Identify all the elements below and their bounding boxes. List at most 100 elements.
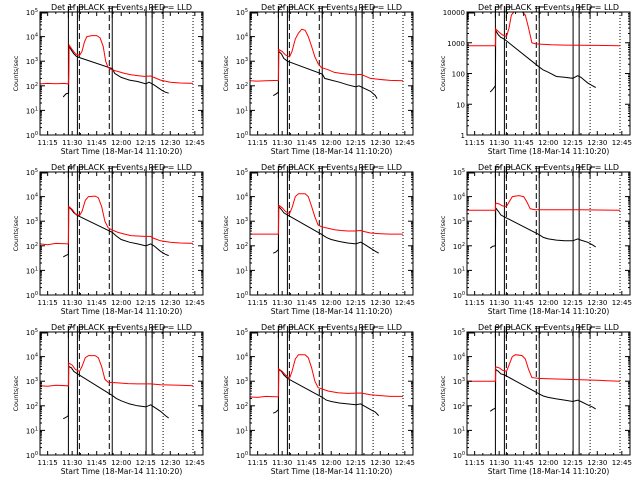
y-tick-label: 104 bbox=[453, 353, 465, 362]
interval-flag-end bbox=[372, 326, 379, 338]
y-tick-label: 100 bbox=[236, 291, 248, 300]
x-tick-label: 12:15 bbox=[136, 139, 156, 147]
x-tick-label: 12:00 bbox=[538, 139, 558, 147]
y-axis-label: Counts/sec bbox=[222, 375, 230, 411]
y-tick-label: 100 bbox=[452, 71, 465, 79]
interval-flag-start bbox=[67, 166, 74, 178]
y-axis-label: Counts/sec bbox=[439, 55, 447, 91]
x-tick-label: 12:45 bbox=[185, 459, 205, 467]
y-tick-label: 104 bbox=[453, 193, 465, 202]
interval-flag-dash bbox=[505, 6, 512, 18]
y-tick-label: 102 bbox=[236, 242, 248, 251]
x-tick-label: 11:15 bbox=[38, 139, 58, 147]
interval-flag-late bbox=[578, 326, 585, 338]
panel-title: Det 8f BLACK = Events, RED = LLD bbox=[261, 323, 402, 332]
x-tick-label: 11:30 bbox=[272, 459, 292, 467]
interval-flag-late bbox=[361, 326, 368, 338]
panel-title: Det 6f BLACK = Events, RED = LLD bbox=[478, 163, 619, 172]
series-line-lld bbox=[467, 195, 621, 211]
x-tick-label: 11:30 bbox=[62, 139, 82, 147]
y-tick-label: 100 bbox=[453, 451, 465, 460]
x-tick-label: 12:15 bbox=[563, 459, 583, 467]
y-axis-label: Counts/sec bbox=[439, 215, 447, 251]
x-tick-label: 11:45 bbox=[297, 299, 317, 307]
y-tick-label: 104 bbox=[26, 353, 38, 362]
panel-det-1: 100 101 102 103 104 105 11:15 11:30 11:45 12:00 12… bbox=[12, 3, 205, 156]
interval-flag-dash bbox=[505, 166, 512, 178]
y-tick-label: 105 bbox=[453, 168, 465, 177]
x-axis-label: Start Time (18-Mar-14 11:10:20) bbox=[488, 467, 610, 476]
interval-flag-dash bbox=[78, 166, 85, 178]
interval-flag-late bbox=[361, 166, 368, 178]
series-line-lld bbox=[250, 354, 403, 398]
y-tick-label: 100 bbox=[26, 291, 38, 300]
panel-title: Det 9f BLACK = Events, RED = LLD bbox=[478, 323, 619, 332]
y-tick-label: 101 bbox=[26, 106, 38, 115]
y-tick-label: 1 bbox=[461, 132, 465, 140]
x-axis-label: Start Time (18-Mar-14 11:10:20) bbox=[488, 147, 610, 156]
x-tick-label: 11:45 bbox=[87, 139, 107, 147]
x-tick-label: 11:30 bbox=[272, 299, 292, 307]
y-tick-label: 102 bbox=[453, 242, 465, 251]
x-tick-label: 12:30 bbox=[160, 459, 180, 467]
x-tick-label: 11:45 bbox=[87, 459, 107, 467]
interval-flag-late bbox=[578, 6, 585, 18]
x-tick-label: 12:15 bbox=[136, 299, 156, 307]
y-tick-label: 105 bbox=[236, 168, 248, 177]
interval-flag-mid bbox=[111, 326, 118, 338]
interval-flag-start bbox=[67, 6, 74, 18]
y-axis-label: Counts/sec bbox=[222, 55, 230, 91]
plot-frame bbox=[39, 331, 204, 456]
x-axis-label: Start Time (18-Mar-14 11:10:20) bbox=[271, 147, 393, 156]
y-tick-label: 101 bbox=[236, 266, 248, 275]
interval-flag-start bbox=[494, 166, 501, 178]
y-axis-label: Counts/sec bbox=[12, 55, 20, 91]
plot-frame bbox=[249, 331, 414, 456]
interval-flag-start bbox=[277, 166, 284, 178]
x-tick-label: 12:00 bbox=[538, 299, 558, 307]
x-tick-label: 12:30 bbox=[587, 299, 607, 307]
y-tick-label: 100 bbox=[26, 131, 38, 140]
plot-frame bbox=[466, 11, 631, 136]
panel-title: Det 3f BLACK = Events, RED = LLD bbox=[478, 3, 619, 12]
x-tick-label: 11:30 bbox=[272, 139, 292, 147]
x-tick-label: 12:45 bbox=[612, 299, 632, 307]
panel-det-6: 100 101 102 103 104 105 11:15 11:30 11:45 12:00 12… bbox=[439, 163, 632, 316]
x-tick-label: 12:30 bbox=[160, 299, 180, 307]
y-tick-label: 101 bbox=[453, 426, 465, 435]
x-tick-label: 12:00 bbox=[321, 299, 341, 307]
series-line-lld bbox=[467, 12, 621, 47]
x-tick-label: 11:15 bbox=[248, 299, 268, 307]
x-tick-label: 12:30 bbox=[587, 459, 607, 467]
y-tick-label: 101 bbox=[236, 106, 248, 115]
y-tick-label: 104 bbox=[26, 33, 38, 42]
x-tick-label: 11:30 bbox=[62, 299, 82, 307]
x-tick-label: 12:15 bbox=[136, 459, 156, 467]
x-axis-label: Start Time (18-Mar-14 11:10:20) bbox=[488, 307, 610, 316]
x-tick-label: 12:00 bbox=[321, 139, 341, 147]
y-tick-label: 105 bbox=[26, 8, 38, 17]
interval-flag-dash bbox=[288, 166, 295, 178]
x-tick-label: 11:45 bbox=[514, 299, 534, 307]
interval-flag-end bbox=[589, 6, 596, 18]
x-axis-label: Start Time (18-Mar-14 11:10:20) bbox=[271, 307, 393, 316]
x-axis-label: Start Time (18-Mar-14 11:10:20) bbox=[61, 147, 183, 156]
y-tick-label: 101 bbox=[453, 266, 465, 275]
y-tick-label: 100 bbox=[236, 451, 248, 460]
interval-flag-start bbox=[277, 6, 284, 18]
x-tick-label: 12:00 bbox=[111, 459, 131, 467]
y-tick-label: 103 bbox=[26, 217, 38, 226]
x-tick-label: 11:15 bbox=[38, 459, 58, 467]
interval-flag-dash bbox=[288, 326, 295, 338]
x-tick-label: 12:45 bbox=[185, 299, 205, 307]
y-tick-label: 103 bbox=[236, 377, 248, 386]
y-axis-label: Counts/sec bbox=[12, 375, 20, 411]
plot-frame bbox=[39, 11, 204, 136]
x-tick-label: 11:45 bbox=[297, 459, 317, 467]
interval-flag-mid bbox=[321, 326, 328, 338]
interval-flag-end bbox=[162, 6, 169, 18]
x-tick-label: 12:30 bbox=[370, 139, 390, 147]
y-tick-label: 100 bbox=[26, 451, 38, 460]
interval-flag-start bbox=[494, 326, 501, 338]
interval-flag-late bbox=[361, 6, 368, 18]
